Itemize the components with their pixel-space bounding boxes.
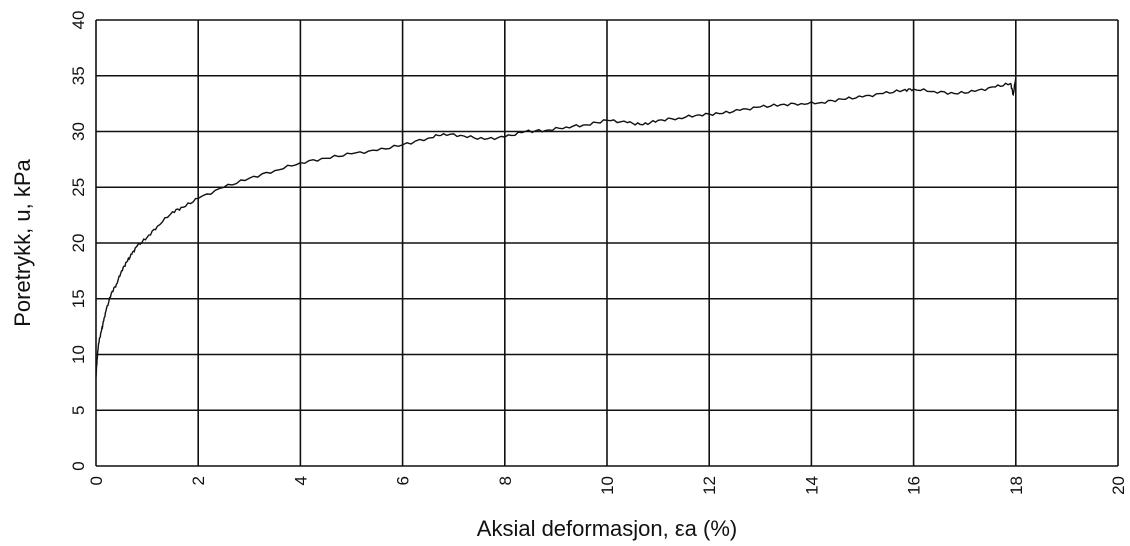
y-tick-labels: 0 5 10 15 20 25 30 35 40 — [69, 11, 88, 471]
x-tick-label: 16 — [905, 476, 924, 495]
x-tick-label: 0 — [87, 476, 106, 485]
x-tick-label: 12 — [700, 476, 719, 495]
x-axis-label: Aksial deformasjon, εa (%) — [477, 516, 737, 541]
x-tick-label: 8 — [496, 476, 515, 485]
y-axis-label: Poretrykk, u, kPa — [10, 158, 35, 326]
x-tick-label: 18 — [1007, 476, 1026, 495]
y-tick-label: 15 — [69, 289, 88, 308]
y-tick-label: 25 — [69, 178, 88, 197]
x-tick-label: 4 — [291, 476, 310, 485]
y-tick-label: 20 — [69, 234, 88, 253]
y-tick-label: 5 — [69, 406, 88, 415]
x-tick-labels: 0 2 4 6 8 10 12 14 16 18 20 — [87, 476, 1128, 495]
x-tick-label: 10 — [598, 476, 617, 495]
x-tick-label: 6 — [394, 476, 413, 485]
series-line — [95, 76, 1017, 377]
y-tick-label: 30 — [69, 122, 88, 141]
x-tick-label: 20 — [1109, 476, 1128, 495]
grid — [95, 19, 1119, 467]
y-tick-label: 10 — [69, 345, 88, 364]
y-tick-label: 0 — [69, 461, 88, 470]
y-tick-label: 35 — [69, 66, 88, 85]
x-tick-label: 2 — [189, 476, 208, 485]
y-tick-label: 40 — [69, 11, 88, 30]
x-tick-label: 14 — [802, 476, 821, 495]
